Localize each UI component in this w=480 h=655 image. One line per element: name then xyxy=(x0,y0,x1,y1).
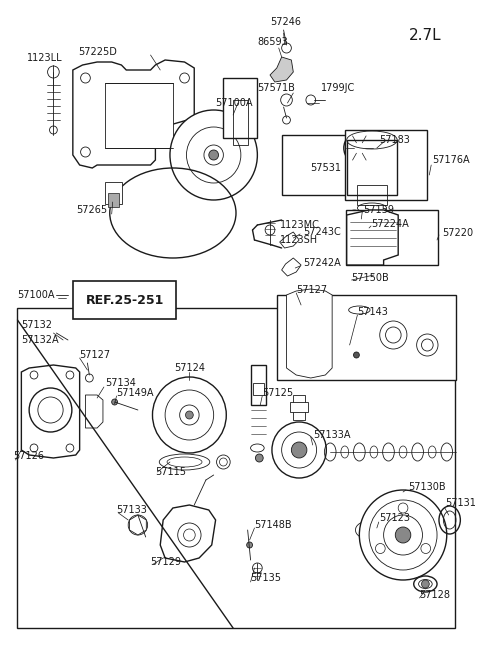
Polygon shape xyxy=(280,232,299,248)
Text: 57220: 57220 xyxy=(442,228,473,238)
Text: 57135: 57135 xyxy=(251,573,282,583)
Circle shape xyxy=(347,210,362,226)
Circle shape xyxy=(360,490,447,580)
Text: 57176A: 57176A xyxy=(432,155,470,165)
Text: 57132: 57132 xyxy=(22,320,52,330)
Circle shape xyxy=(395,527,411,543)
Text: 57127: 57127 xyxy=(80,350,111,360)
Circle shape xyxy=(353,352,360,358)
Text: 57131: 57131 xyxy=(445,498,476,508)
Circle shape xyxy=(255,454,263,462)
Polygon shape xyxy=(282,258,301,276)
Circle shape xyxy=(272,422,326,478)
Text: 57183: 57183 xyxy=(379,135,409,145)
Text: 57150B: 57150B xyxy=(351,273,389,283)
Bar xyxy=(282,135,369,195)
Text: 57224A: 57224A xyxy=(371,219,409,229)
Text: 57128: 57128 xyxy=(420,590,451,600)
Polygon shape xyxy=(22,365,80,458)
Text: 57133A: 57133A xyxy=(313,430,350,440)
Text: 57149A: 57149A xyxy=(117,388,154,398)
Text: 1123SH: 1123SH xyxy=(280,235,318,245)
Text: 2.7L: 2.7L xyxy=(409,28,442,43)
Bar xyxy=(277,295,456,380)
Text: 57242A: 57242A xyxy=(303,258,341,268)
Circle shape xyxy=(170,110,257,200)
Text: 57127: 57127 xyxy=(296,285,327,295)
Circle shape xyxy=(29,388,72,432)
Text: 57143: 57143 xyxy=(358,307,388,317)
Bar xyxy=(293,395,305,420)
Text: 57132A: 57132A xyxy=(22,335,59,345)
Text: 57159: 57159 xyxy=(363,205,394,215)
Text: 1123LL: 1123LL xyxy=(27,53,63,63)
Bar xyxy=(358,185,386,205)
Polygon shape xyxy=(287,289,332,378)
Circle shape xyxy=(209,150,218,160)
Text: REF.25-251: REF.25-251 xyxy=(85,293,164,307)
Text: 57124: 57124 xyxy=(174,363,205,373)
Circle shape xyxy=(350,214,359,222)
Polygon shape xyxy=(73,60,194,168)
Circle shape xyxy=(344,132,375,164)
Bar xyxy=(346,210,438,265)
Text: 57571B: 57571B xyxy=(257,83,295,93)
Bar xyxy=(290,402,308,412)
Bar xyxy=(105,83,173,148)
Circle shape xyxy=(153,377,226,453)
Text: 57133: 57133 xyxy=(117,505,147,515)
Bar xyxy=(251,365,266,405)
Bar xyxy=(252,383,264,395)
Circle shape xyxy=(185,411,193,419)
Text: 57126: 57126 xyxy=(13,451,45,461)
Text: 57225D: 57225D xyxy=(78,47,117,57)
Polygon shape xyxy=(130,515,146,535)
Bar xyxy=(347,140,397,195)
Text: 57531: 57531 xyxy=(310,163,341,173)
Text: 57129: 57129 xyxy=(151,557,181,567)
Bar xyxy=(17,308,455,628)
Text: 57265: 57265 xyxy=(76,205,107,215)
Polygon shape xyxy=(160,505,216,562)
Text: 57100A: 57100A xyxy=(17,290,55,300)
Polygon shape xyxy=(347,210,398,265)
Bar xyxy=(223,78,257,138)
Text: 57125: 57125 xyxy=(262,388,293,398)
Text: 57130B: 57130B xyxy=(408,482,445,492)
Text: 57115: 57115 xyxy=(156,467,186,477)
Text: 1799JC: 1799JC xyxy=(321,83,355,93)
Circle shape xyxy=(421,580,429,588)
Text: 86593: 86593 xyxy=(257,37,288,47)
Circle shape xyxy=(247,542,252,548)
Text: 57123: 57123 xyxy=(379,513,410,523)
Circle shape xyxy=(291,442,307,458)
Polygon shape xyxy=(85,395,103,428)
Bar xyxy=(233,100,248,145)
Bar xyxy=(105,182,122,204)
Bar xyxy=(345,130,427,200)
Text: 57148B: 57148B xyxy=(254,520,292,530)
Text: 57243C: 57243C xyxy=(303,227,341,237)
Circle shape xyxy=(112,399,118,405)
Text: 57134: 57134 xyxy=(105,378,136,388)
Polygon shape xyxy=(270,57,293,82)
Text: 57246: 57246 xyxy=(270,17,301,27)
Text: 1123MC: 1123MC xyxy=(280,220,320,230)
Circle shape xyxy=(128,515,148,535)
Text: 57100A: 57100A xyxy=(216,98,253,108)
Bar xyxy=(108,193,120,207)
